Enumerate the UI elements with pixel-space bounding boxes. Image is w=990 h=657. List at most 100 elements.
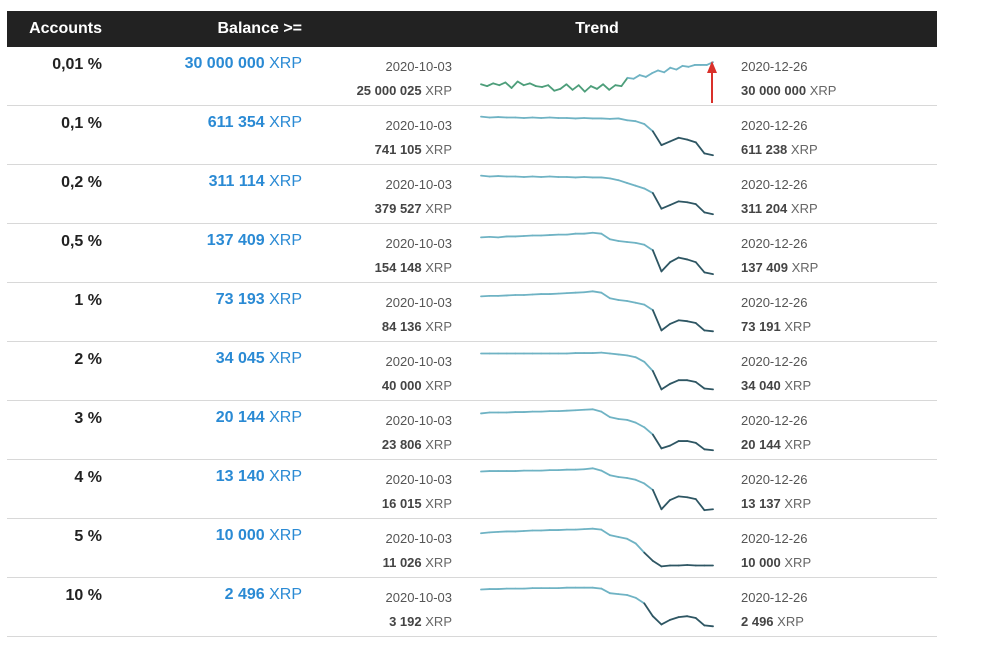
trend-segment [694, 322, 706, 332]
trend-segment [600, 587, 611, 595]
table-row: 0,1 % 611 354 XRP 2020-10-03 741 105 XRP 202… [7, 106, 937, 165]
trend-segment [643, 602, 654, 618]
end-amount: 311 204 [741, 201, 788, 216]
trend-segment [608, 534, 620, 538]
trend-segment [651, 130, 663, 147]
trend-segment [571, 84, 580, 91]
end-currency: XRP [790, 142, 818, 157]
end-amount: 2 496 [741, 614, 774, 629]
trend-segment [660, 323, 671, 332]
end-date: 2020-12-26 [741, 472, 808, 487]
trend-segment [643, 360, 654, 372]
percentile-label: 5 % [74, 528, 102, 545]
start-amount: 154 148 [374, 260, 422, 275]
balance-value[interactable]: 10 000 XRP [107, 527, 302, 545]
trend-segment [669, 66, 678, 71]
trend-segment [608, 474, 620, 478]
percentile-label: 0,5 % [61, 233, 102, 250]
start-date: 2020-10-03 [385, 177, 453, 192]
balance-value[interactable]: 137 409 XRP [107, 232, 302, 250]
trend-segment [617, 240, 628, 243]
trend-segment [617, 593, 628, 596]
trend-segment [660, 499, 671, 511]
start-value: 3 192 XRP [307, 614, 452, 629]
trend-segment [643, 551, 654, 562]
start-date: 2020-10-03 [385, 118, 453, 133]
trend-segment [651, 309, 663, 332]
trend-segment [591, 527, 603, 531]
trend-segment [669, 319, 680, 325]
end-value: 30 000 000 XRP [741, 83, 836, 98]
trend-segment [626, 594, 637, 599]
trend-segment [660, 564, 671, 568]
balance-value[interactable]: 611 354 XRP [107, 114, 302, 132]
end-value: 611 238 XRP [741, 142, 818, 157]
end-value: 13 137 XRP [741, 496, 811, 511]
trend-segment [535, 85, 543, 88]
start-date: 2020-10-03 [385, 295, 453, 310]
trend-segment [486, 82, 495, 88]
balance-currency: XRP [269, 468, 302, 485]
trend-segment [644, 72, 653, 78]
balance-currency: XRP [269, 232, 302, 249]
trend-segment [634, 120, 646, 125]
trend-segment [651, 615, 663, 626]
balance-value[interactable]: 2 496 XRP [107, 586, 302, 604]
trend-segment [669, 495, 680, 501]
balance-amount: 30 000 000 [184, 55, 265, 72]
start-value: 16 015 XRP [307, 496, 452, 511]
trend-segment [686, 320, 697, 324]
balance-value[interactable]: 311 114 XRP [107, 173, 302, 191]
end-currency: XRP [784, 378, 812, 393]
trend-segment [626, 182, 637, 187]
trend-segment [634, 596, 646, 605]
trend-segment [583, 85, 592, 93]
trend-segment [528, 82, 537, 88]
balance-amount: 34 045 [215, 350, 265, 367]
trend-segment [643, 123, 654, 133]
start-currency: XRP [425, 496, 452, 511]
end-value: 10 000 XRP [741, 555, 811, 570]
trend-segment [703, 387, 714, 391]
trend-segment [651, 192, 663, 210]
trend-segment [600, 469, 611, 477]
trend-segment [703, 271, 714, 276]
trend-segment [651, 370, 663, 391]
end-date: 2020-12-26 [741, 531, 808, 546]
trend-segment [553, 87, 562, 92]
trend-segment [600, 351, 611, 355]
trend-segment [577, 84, 586, 93]
trend-segment [677, 319, 689, 323]
start-currency: XRP [425, 378, 452, 393]
balance-value[interactable]: 30 000 000 XRP [107, 55, 302, 73]
trend-segment [602, 83, 611, 91]
balance-value[interactable]: 13 140 XRP [107, 468, 302, 486]
trend-segment [669, 379, 680, 385]
trend-segment [617, 353, 628, 357]
trend-sparkline [480, 586, 714, 628]
trend-segment [589, 85, 598, 90]
trend-segment [617, 476, 628, 479]
percentile-label: 0,01 % [52, 56, 102, 73]
trend-segment [617, 536, 628, 540]
trend-segment [687, 64, 696, 68]
balance-value[interactable]: 20 144 XRP [107, 409, 302, 427]
balance-value[interactable]: 73 193 XRP [107, 291, 302, 309]
end-currency: XRP [809, 83, 837, 98]
trend-segment [686, 496, 697, 501]
percentile-label: 4 % [74, 469, 102, 486]
header-accounts[interactable]: Accounts [29, 20, 102, 37]
trend-segment [703, 211, 714, 216]
balance-value[interactable]: 34 045 XRP [107, 350, 302, 368]
header-balance[interactable]: Balance >= [217, 20, 303, 37]
end-currency: XRP [790, 201, 818, 216]
trend-segment [510, 80, 519, 89]
trend-segment [559, 83, 568, 90]
end-value: 34 040 XRP [741, 378, 811, 393]
trend-segment [677, 615, 689, 619]
trend-segment [547, 84, 556, 92]
trend-segment [686, 201, 697, 206]
trend-segment [660, 204, 671, 210]
trend-segment [660, 261, 671, 273]
start-currency: XRP [425, 260, 452, 275]
